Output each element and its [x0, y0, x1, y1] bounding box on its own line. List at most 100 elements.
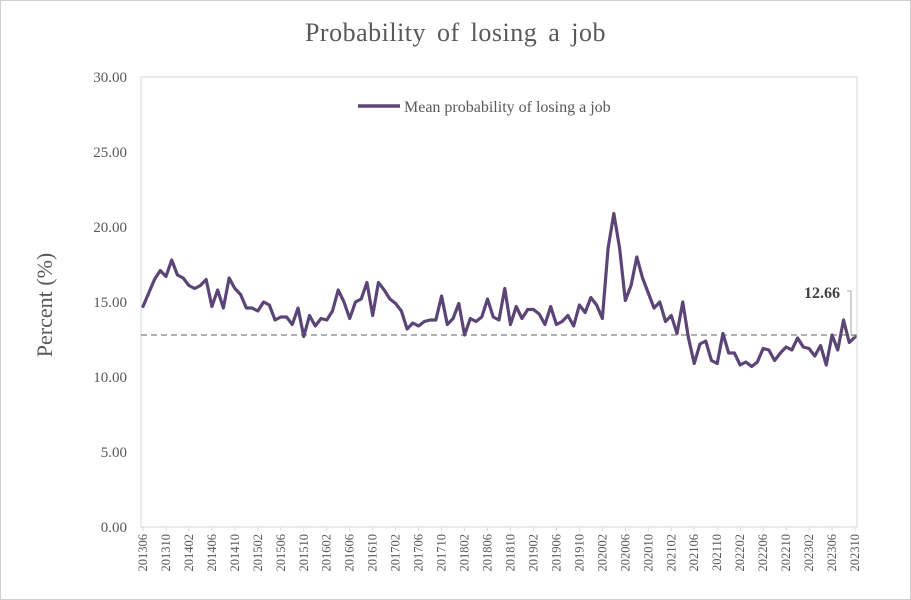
y-tick-label: 0.00	[101, 520, 127, 536]
data-point	[486, 297, 489, 300]
x-tick-label: 202110	[710, 534, 724, 571]
data-point	[176, 273, 179, 276]
data-point	[342, 300, 345, 303]
x-tick-label: 201502	[251, 534, 265, 572]
legend: Mean probability of losing a job	[358, 99, 611, 116]
x-tick-label: 201706	[412, 534, 426, 572]
x-tick-label: 201310	[159, 534, 173, 572]
data-point	[716, 362, 719, 365]
data-point	[698, 342, 701, 345]
data-point	[451, 317, 454, 320]
data-point	[813, 354, 816, 357]
data-point	[796, 336, 799, 339]
data-point	[767, 348, 770, 351]
data-point	[492, 315, 495, 318]
x-tick-label: 202202	[733, 534, 747, 572]
x-tick-label: 201902	[526, 534, 540, 572]
x-tick-label: 201410	[228, 534, 242, 572]
x-tick-label: 201406	[205, 534, 219, 572]
data-point	[388, 297, 391, 300]
data-point	[589, 296, 592, 299]
y-axis-ticks: 0.00 5.00 10.00 15.00 20.00 25.00 30.00	[93, 70, 127, 536]
data-point	[675, 332, 678, 335]
data-point	[205, 278, 208, 281]
x-tick-label: 201602	[320, 534, 334, 572]
data-point	[319, 317, 322, 320]
data-point	[365, 281, 368, 284]
data-point	[802, 345, 805, 348]
x-tick-label: 201910	[572, 534, 586, 572]
data-point	[400, 309, 403, 312]
x-tick-label: 201610	[366, 534, 380, 572]
data-point	[314, 324, 317, 327]
data-point	[607, 246, 610, 249]
series-line-mean-probability	[141, 211, 857, 369]
data-point	[463, 333, 466, 336]
data-point	[325, 318, 328, 321]
x-tick-label: 201810	[503, 534, 517, 572]
data-point	[848, 341, 851, 344]
data-point	[354, 300, 357, 303]
data-point	[233, 287, 236, 290]
data-point	[222, 306, 225, 309]
y-tick-label: 5.00	[101, 445, 127, 461]
data-point	[509, 323, 512, 326]
data-point	[779, 351, 782, 354]
data-point	[825, 363, 828, 366]
data-point	[273, 318, 276, 321]
data-point	[727, 351, 730, 354]
data-point	[256, 309, 259, 312]
x-tick-label: 202002	[595, 534, 609, 572]
data-point	[239, 293, 242, 296]
data-point	[687, 336, 690, 339]
x-tick-label: 201510	[297, 534, 311, 572]
data-point	[664, 320, 667, 323]
data-point	[216, 288, 219, 291]
y-tick-label: 15.00	[93, 295, 127, 311]
data-point	[807, 347, 810, 350]
data-point	[561, 320, 564, 323]
x-tick-label: 202006	[618, 534, 632, 572]
data-point	[578, 303, 581, 306]
data-point	[210, 305, 213, 308]
data-point	[739, 363, 742, 366]
data-point	[383, 288, 386, 291]
data-point	[337, 288, 340, 291]
data-point	[187, 284, 190, 287]
y-tick-label: 10.00	[93, 370, 127, 386]
data-point	[164, 275, 167, 278]
x-tick-label: 201802	[458, 534, 472, 572]
x-tick-label: 202106	[687, 534, 701, 572]
data-point	[773, 359, 776, 362]
x-tick-label: 202306	[825, 534, 839, 572]
data-point	[584, 311, 587, 314]
data-point	[549, 305, 552, 308]
data-point	[262, 300, 265, 303]
data-point	[474, 320, 477, 323]
x-tick-label: 202310	[848, 534, 862, 572]
data-point	[429, 318, 432, 321]
callout-label: 12.66	[804, 285, 840, 302]
x-tick-label: 202206	[756, 534, 770, 572]
data-point	[417, 324, 420, 327]
data-point	[710, 359, 713, 362]
data-point	[515, 305, 518, 308]
data-point	[635, 255, 638, 258]
data-point	[291, 323, 294, 326]
x-axis-ticks: 201306 201310 201402 201406 201410 201502 2015…	[136, 527, 862, 572]
x-tick-label: 201710	[435, 534, 449, 572]
data-point	[406, 327, 409, 330]
data-point	[285, 315, 288, 318]
data-point	[836, 348, 839, 351]
legend-label: Mean probability of losing a job	[404, 99, 611, 116]
data-point	[279, 315, 282, 318]
data-point	[360, 297, 363, 300]
data-point	[658, 300, 661, 303]
chart-title: Probability of losing a job	[304, 18, 607, 47]
data-point	[446, 323, 449, 326]
data-point	[520, 317, 523, 320]
data-point	[555, 323, 558, 326]
data-point	[595, 303, 598, 306]
data-point	[147, 291, 150, 294]
x-tick-label: 202302	[802, 534, 816, 572]
